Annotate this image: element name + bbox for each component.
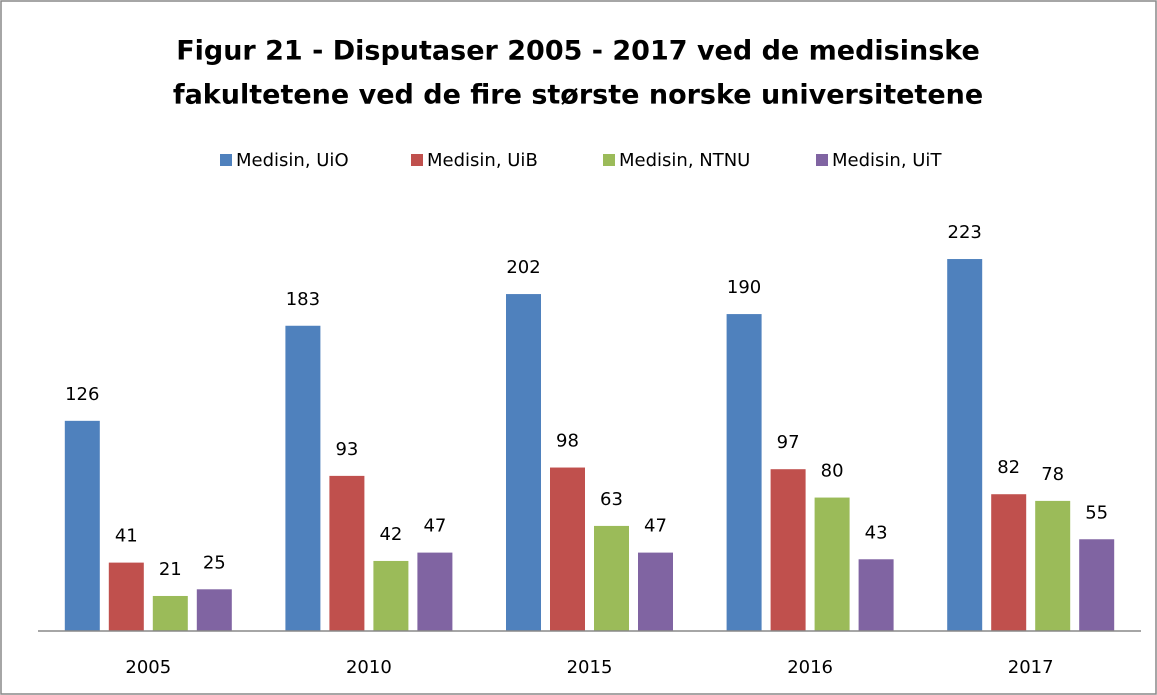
data-label: 97	[777, 432, 800, 453]
data-label: 78	[1041, 464, 1064, 485]
bar	[152, 595, 188, 631]
bar	[858, 559, 894, 631]
data-label: 55	[1085, 502, 1108, 523]
legend-swatch	[603, 154, 615, 166]
data-label: 63	[600, 489, 623, 510]
legend-swatch	[816, 154, 828, 166]
data-label: 47	[644, 516, 667, 537]
bar	[373, 560, 409, 631]
data-label: 47	[423, 516, 446, 537]
data-label: 126	[65, 384, 99, 405]
chart-title: fakultetene ved de fire største norske u…	[173, 80, 983, 111]
legend-label: Medisin, UiB	[427, 150, 538, 171]
data-label: 190	[727, 277, 761, 298]
legend-label: Medisin, NTNU	[619, 150, 750, 171]
x-tick-label: 2010	[346, 657, 392, 678]
x-tick-label: 2005	[125, 657, 171, 678]
bar	[196, 589, 232, 631]
bar	[814, 497, 850, 631]
legend-swatch	[411, 154, 423, 166]
data-label: 202	[506, 257, 540, 278]
x-tick-label: 2016	[787, 657, 833, 678]
bar	[64, 420, 100, 631]
chart-title: Figur 21 - Disputaser 2005 - 2017 ved de…	[176, 36, 980, 67]
x-tick-label: 2017	[1008, 657, 1054, 678]
bar	[550, 467, 585, 631]
bar	[329, 475, 365, 631]
x-tick-label: 2015	[567, 657, 613, 678]
data-label: 93	[335, 439, 358, 460]
legend-label: Medisin, UiO	[236, 150, 349, 171]
bar	[726, 314, 762, 631]
data-label: 21	[159, 559, 182, 580]
bar	[1079, 539, 1115, 631]
data-label: 43	[865, 522, 888, 543]
bar	[417, 552, 453, 631]
data-label: 42	[379, 524, 402, 545]
bar	[506, 294, 541, 631]
bar	[991, 494, 1027, 631]
bar	[638, 552, 673, 631]
data-label: 98	[556, 431, 579, 452]
bar	[770, 469, 806, 631]
legend-swatch	[220, 154, 232, 166]
data-label: 183	[286, 289, 320, 310]
data-label: 41	[115, 526, 138, 547]
data-label: 80	[821, 461, 844, 482]
bar	[285, 325, 321, 631]
bar	[108, 562, 144, 631]
data-label: 25	[203, 552, 226, 573]
legend-label: Medisin, UiT	[832, 150, 942, 171]
data-label: 82	[997, 457, 1020, 478]
bar	[947, 259, 983, 631]
bar	[594, 525, 629, 631]
data-label: 223	[948, 222, 982, 243]
bar	[1035, 500, 1071, 631]
